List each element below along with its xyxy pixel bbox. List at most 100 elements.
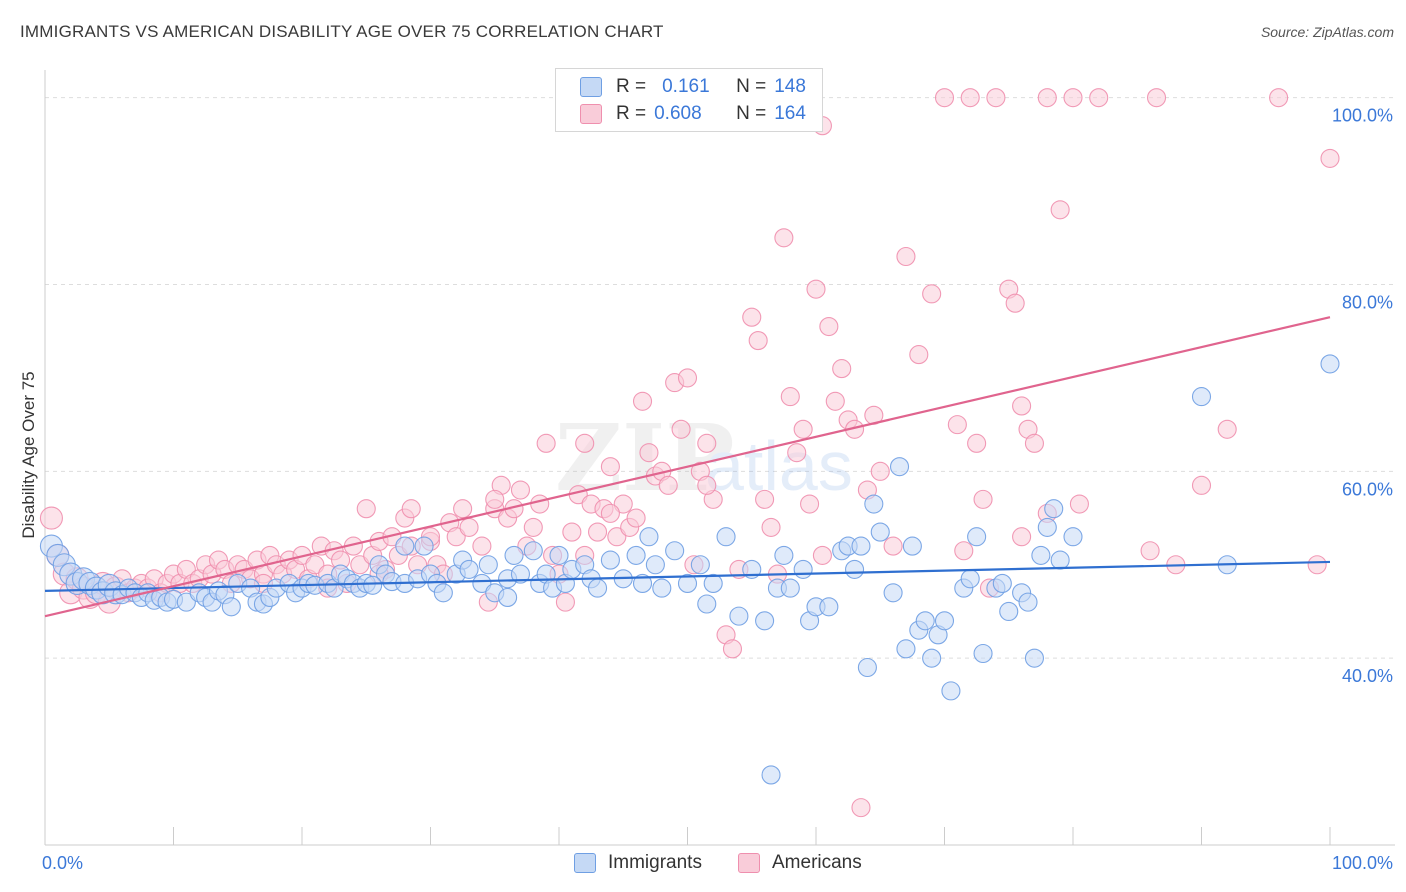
- immigrants-point: [626, 545, 646, 565]
- immigrants-point: [844, 559, 865, 579]
- americans-point: [1050, 200, 1070, 220]
- americans-point: [600, 457, 620, 477]
- tick-labels: 40.0% 60.0% 80.0% 100.0% 0.0% 100.0%: [42, 106, 1393, 873]
- americans-point: [883, 536, 903, 556]
- immigrants-point: [851, 536, 871, 556]
- immigrants-point: [587, 578, 608, 598]
- americans-legend-swatch: [738, 853, 760, 873]
- americans-point: [793, 419, 813, 439]
- americans-point: [748, 331, 768, 351]
- americans-point: [819, 316, 839, 337]
- americans-point: [485, 489, 505, 509]
- immigrants-point: [472, 573, 492, 593]
- immigrants-point: [690, 555, 710, 575]
- americans-point: [832, 359, 852, 379]
- immigrants-point: [819, 597, 839, 617]
- immigrants-point: [176, 592, 196, 612]
- americans-point: [1140, 541, 1160, 561]
- americans-point: [967, 433, 987, 453]
- immigrants-point: [761, 765, 781, 785]
- americans-point: [1269, 88, 1289, 108]
- americans-point: [973, 489, 993, 509]
- americans-point: [954, 541, 974, 561]
- immigrants-point: [504, 545, 524, 565]
- immigrants-point: [498, 587, 518, 608]
- americans-point: [305, 555, 325, 575]
- legend-row-immigrants: R = 0.161 N = 148: [580, 74, 806, 100]
- americans-point: [401, 499, 421, 519]
- americans-point: [613, 494, 633, 514]
- americans-point: [530, 494, 550, 514]
- immigrants-point: [363, 575, 383, 595]
- r-label: R =: [616, 103, 647, 124]
- immigrants-point: [433, 583, 453, 603]
- legend-item-immigrants[interactable]: Immigrants: [574, 852, 702, 874]
- y-tick-label: 100.0%: [1332, 106, 1393, 126]
- immigrants-point: [864, 494, 884, 514]
- americans-point: [472, 536, 492, 556]
- immigrants-point: [755, 611, 775, 631]
- americans-point: [446, 527, 466, 547]
- americans-point: [639, 443, 659, 463]
- immigrants-point: [915, 611, 935, 631]
- americans-point: [1069, 494, 1089, 514]
- americans-point: [587, 522, 608, 542]
- series-legend: Immigrants Americans: [0, 852, 1406, 876]
- americans-point: [1146, 88, 1167, 108]
- immigrants-trend-line: [44, 560, 1331, 593]
- americans-point: [960, 88, 980, 108]
- americans-point: [1037, 88, 1057, 108]
- americans-point: [555, 592, 575, 612]
- immigrants-point: [774, 545, 794, 565]
- immigrants-point: [1320, 354, 1340, 374]
- americans-point: [677, 368, 698, 388]
- immigrants-point: [703, 573, 723, 593]
- americans-point: [755, 489, 775, 509]
- immigrants-point: [889, 457, 910, 477]
- americans-point: [922, 284, 942, 304]
- americans-point: [39, 506, 63, 530]
- immigrants-point: [1050, 550, 1070, 570]
- immigrants-point: [1031, 545, 1051, 565]
- americans-point: [780, 387, 800, 407]
- americans-point: [812, 545, 832, 565]
- n-label: N =: [736, 76, 767, 97]
- y-tick-label: 40.0%: [1342, 666, 1393, 686]
- legend-item-americans[interactable]: Americans: [738, 852, 862, 874]
- americans-point: [607, 527, 627, 547]
- immigrants-point: [941, 681, 961, 701]
- immigrants-point: [221, 597, 241, 617]
- americans-point: [787, 443, 807, 463]
- americans-point: [806, 279, 826, 299]
- immigrants-point: [729, 606, 749, 626]
- americans-point: [870, 461, 890, 481]
- chart-title: IMMIGRANTS VS AMERICAN DISABILITY AGE OV…: [20, 22, 664, 41]
- americans-point: [1089, 88, 1109, 108]
- immigrants-point: [780, 578, 800, 598]
- legend-row-americans: R = 0.608 N = 164: [580, 101, 806, 127]
- legend-label-immigrants: Immigrants: [608, 852, 702, 873]
- americans-point: [1320, 148, 1340, 168]
- immigrants-point: [1063, 527, 1083, 547]
- immigrants-swatch: [580, 77, 602, 97]
- americans-point: [742, 307, 762, 327]
- americans-point: [1191, 475, 1212, 495]
- immigrants-point: [645, 555, 665, 575]
- immigrants-point: [857, 657, 877, 678]
- americans-point: [575, 433, 595, 453]
- source-credit: Source: ZipAtlas.com: [1260, 24, 1394, 40]
- immigrants-point: [870, 522, 890, 542]
- immigrants-legend-swatch: [574, 853, 596, 873]
- immigrants-point: [459, 559, 479, 579]
- americans-point: [562, 522, 582, 542]
- r-label: R =: [616, 76, 647, 97]
- axes: [44, 70, 1395, 846]
- americans-point: [1012, 396, 1032, 416]
- svg-text:atlas: atlas: [705, 427, 853, 505]
- immigrants-point: [896, 639, 916, 659]
- americans-point: [1307, 555, 1327, 575]
- immigrants-point: [883, 583, 903, 603]
- n-value-americans: 164: [774, 103, 806, 124]
- x-tick-label: 100.0%: [1332, 853, 1393, 873]
